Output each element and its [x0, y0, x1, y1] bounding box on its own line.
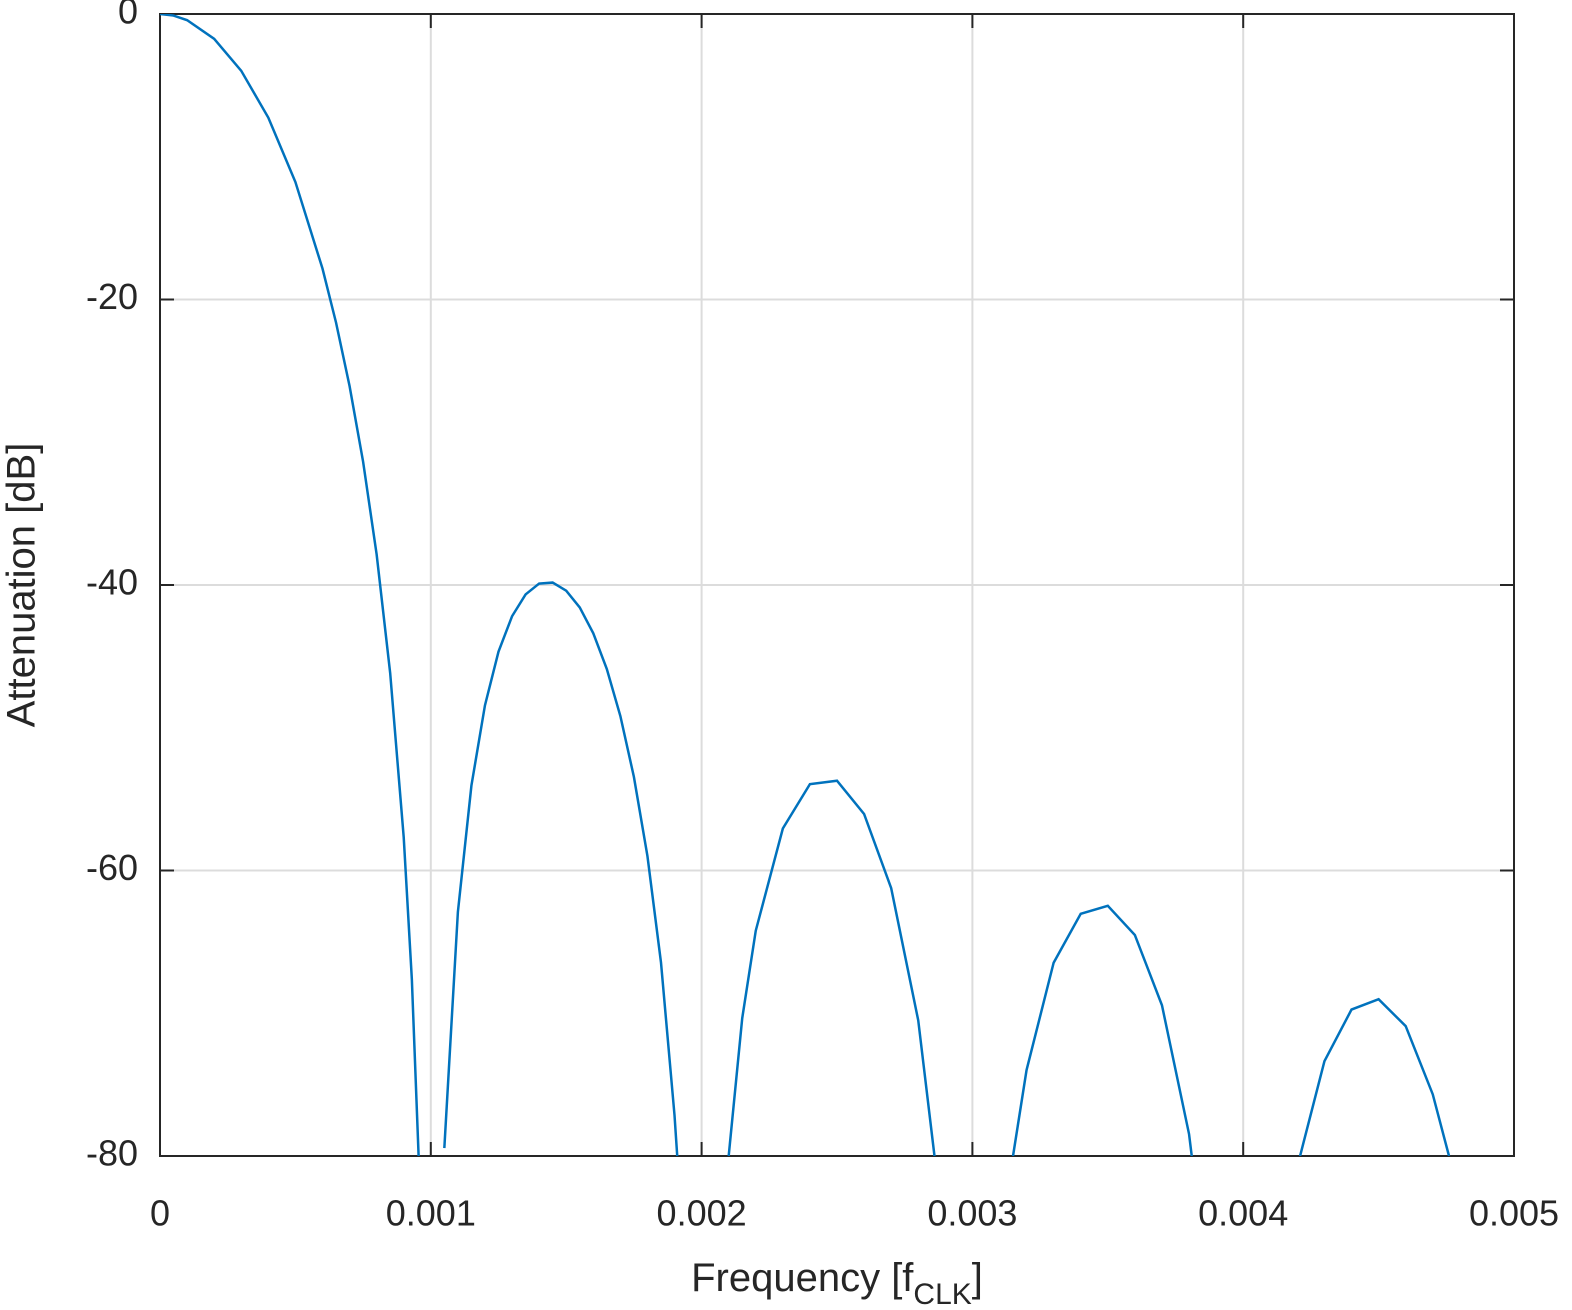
- y-axis-label: Attenuation [dB]: [0, 443, 44, 728]
- x-axis-label-part: ]: [972, 1256, 983, 1300]
- plot-frame: [159, 13, 1515, 1157]
- y-tick-label: -80: [86, 1133, 138, 1174]
- y-tick-label: -40: [86, 562, 138, 603]
- x-tick-label: 0: [150, 1193, 170, 1234]
- x-axis-label-part: Frequency [f: [691, 1256, 914, 1300]
- x-axis-label-part: CLK: [913, 1278, 971, 1310]
- x-tick-label: 0.003: [927, 1193, 1017, 1234]
- y-tick-label: 0: [118, 0, 138, 32]
- data-line: [160, 14, 1451, 1156]
- x-axis-label: Frequency [fCLK]: [691, 1256, 983, 1310]
- x-tick-label: 0.001: [386, 1193, 476, 1234]
- x-tick-label: 0.004: [1198, 1193, 1288, 1234]
- y-tick-label: -20: [86, 276, 138, 317]
- x-tick-label: 0.005: [1469, 1193, 1559, 1234]
- x-tick-label: 0.002: [657, 1193, 747, 1234]
- y-tick-label: -60: [86, 847, 138, 888]
